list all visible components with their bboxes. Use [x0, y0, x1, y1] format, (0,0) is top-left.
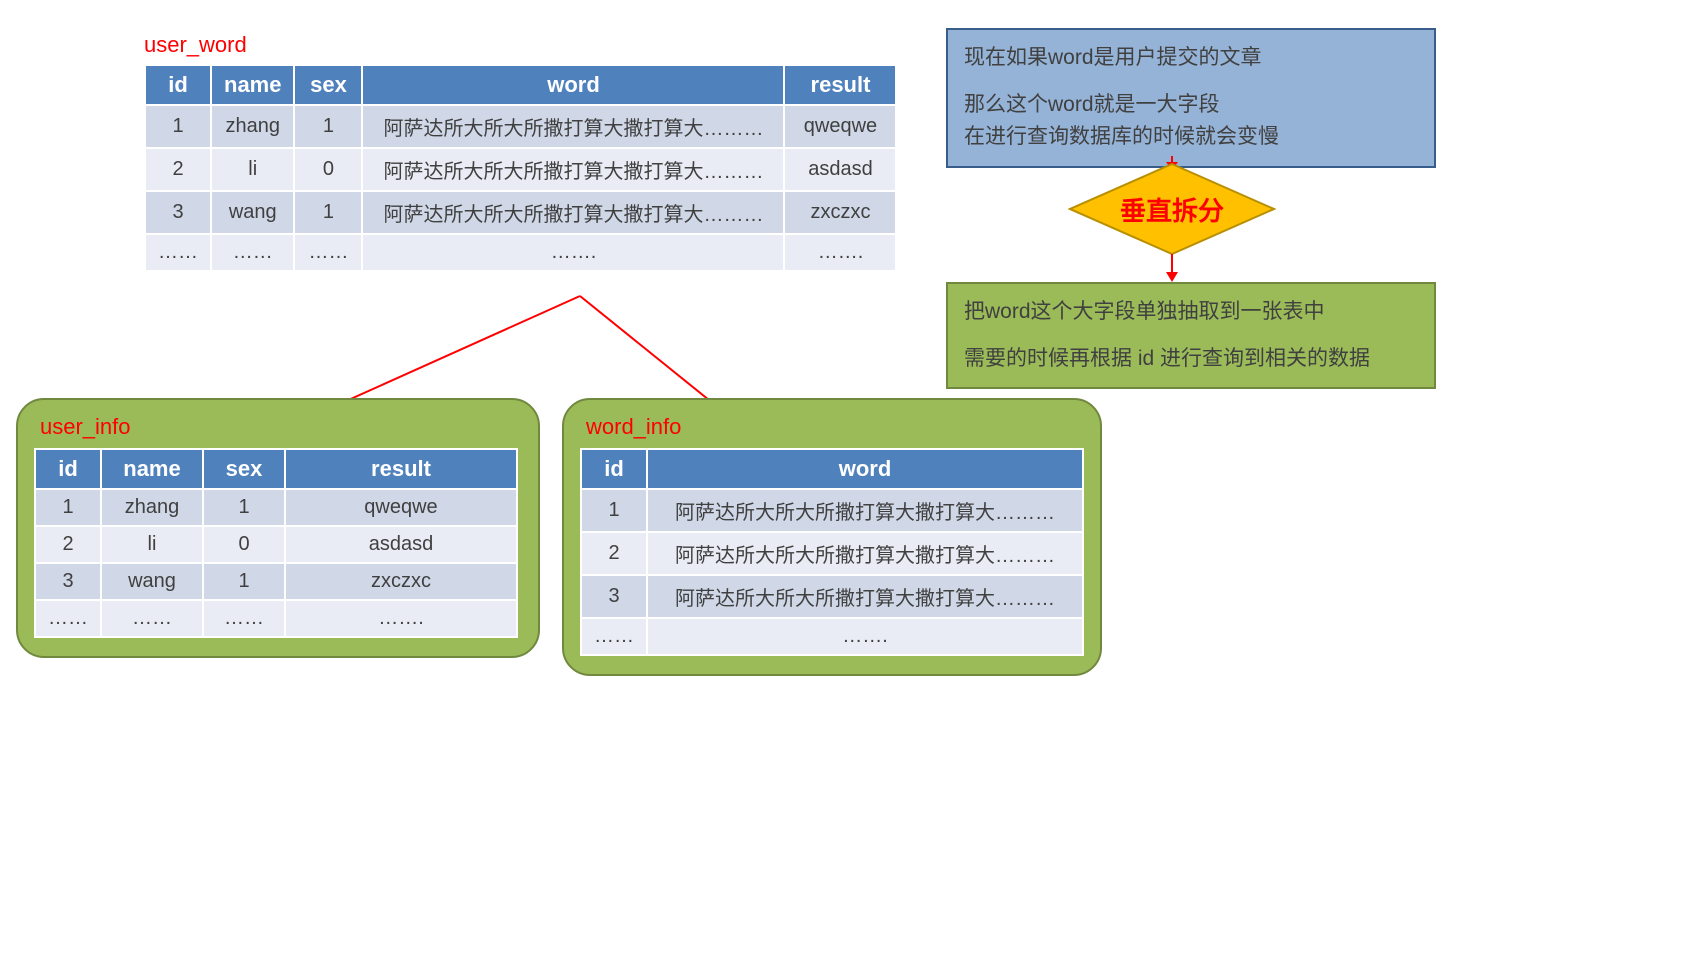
cell: 1: [295, 106, 361, 147]
table-row: 3 wang 1 阿萨达所大所大所撒打算大撒打算大……… zxczxc: [146, 192, 895, 233]
cell: ……: [36, 601, 100, 636]
cell: …….: [785, 235, 895, 270]
cell: wang: [102, 564, 202, 599]
col-id: id: [146, 66, 210, 104]
col-result: result: [785, 66, 895, 104]
cell: 2: [146, 149, 210, 190]
col-word: word: [648, 450, 1082, 488]
word-info-title: word_info: [586, 414, 1084, 440]
user-word-title: user_word: [144, 32, 247, 58]
cell: 2: [582, 533, 646, 574]
cell: 3: [36, 564, 100, 599]
table-row: 3 wang 1 zxczxc: [36, 564, 516, 599]
diamond-label: 垂直拆分: [1120, 191, 1224, 228]
cell: 阿萨达所大所大所撒打算大撒打算大………: [648, 490, 1082, 531]
cell: 0: [204, 527, 284, 562]
col-sex: sex: [295, 66, 361, 104]
table-row: 1 阿萨达所大所大所撒打算大撒打算大………: [582, 490, 1082, 531]
col-id: id: [582, 450, 646, 488]
cell: ……: [295, 235, 361, 270]
cell: qweqwe: [286, 490, 516, 525]
table-header-row: id name sex word result: [146, 66, 895, 104]
cell: 阿萨达所大所大所撒打算大撒打算大………: [648, 533, 1082, 574]
col-sex: sex: [204, 450, 284, 488]
explanation-green-box: 把word这个大字段单独抽取到一张表中 需要的时候再根据 id 进行查询到相关的…: [946, 282, 1436, 389]
table-header-row: id word: [582, 450, 1082, 488]
cell: asdasd: [785, 149, 895, 190]
cell: 2: [36, 527, 100, 562]
explanation-blue-box: 现在如果word是用户提交的文章 那么这个word就是一大字段 在进行查询数据库…: [946, 28, 1436, 168]
cell: zhang: [102, 490, 202, 525]
table-header-row: id name sex result: [36, 450, 516, 488]
col-name: name: [212, 66, 293, 104]
user-info-title: user_info: [40, 414, 522, 440]
table-row: 2 li 0 阿萨达所大所大所撒打算大撒打算大……… asdasd: [146, 149, 895, 190]
cell: asdasd: [286, 527, 516, 562]
info-line: 把word这个大字段单独抽取到一张表中: [964, 296, 1418, 329]
table-row: 1 zhang 1 阿萨达所大所大所撒打算大撒打算大……… qweqwe: [146, 106, 895, 147]
cell: ……: [204, 601, 284, 636]
info-line: 那么这个word就是一大字段: [964, 89, 1418, 122]
table-row: 1 zhang 1 qweqwe: [36, 490, 516, 525]
table-row: 3 阿萨达所大所大所撒打算大撒打算大………: [582, 576, 1082, 617]
user-info-box: user_info id name sex result 1 zhang 1 q…: [16, 398, 540, 658]
info-line: 需要的时候再根据 id 进行查询到相关的数据: [964, 343, 1418, 376]
col-name: name: [102, 450, 202, 488]
cell: ……: [146, 235, 210, 270]
cell: 阿萨达所大所大所撒打算大撒打算大………: [363, 149, 783, 190]
user-info-table: id name sex result 1 zhang 1 qweqwe 2 li…: [34, 448, 518, 638]
cell: …….: [363, 235, 783, 270]
cell: 0: [295, 149, 361, 190]
cell: 3: [582, 576, 646, 617]
cell: ……: [582, 619, 646, 654]
cell: 1: [582, 490, 646, 531]
vertical-split-diamond: 垂直拆分: [1068, 162, 1276, 256]
table-row: …… …….: [582, 619, 1082, 654]
word-info-table: id word 1 阿萨达所大所大所撒打算大撒打算大……… 2 阿萨达所大所大所…: [580, 448, 1084, 656]
cell: 阿萨达所大所大所撒打算大撒打算大………: [363, 192, 783, 233]
table-row: …… …… …… …….: [36, 601, 516, 636]
cell: 1: [204, 564, 284, 599]
cell: 1: [36, 490, 100, 525]
cell: qweqwe: [785, 106, 895, 147]
cell: …….: [648, 619, 1082, 654]
word-info-box: word_info id word 1 阿萨达所大所大所撒打算大撒打算大……… …: [562, 398, 1102, 676]
table-row: 2 li 0 asdasd: [36, 527, 516, 562]
cell: 1: [146, 106, 210, 147]
arrow-diamond-to-green-icon: [1160, 254, 1184, 284]
cell: 阿萨达所大所大所撒打算大撒打算大………: [363, 106, 783, 147]
user-word-table: id name sex word result 1 zhang 1 阿萨达所大所…: [144, 64, 897, 272]
col-word: word: [363, 66, 783, 104]
info-line: 现在如果word是用户提交的文章: [964, 42, 1418, 75]
cell: zxczxc: [286, 564, 516, 599]
cell: li: [212, 149, 293, 190]
table-row: 2 阿萨达所大所大所撒打算大撒打算大………: [582, 533, 1082, 574]
cell: zhang: [212, 106, 293, 147]
cell: ……: [212, 235, 293, 270]
info-line: 在进行查询数据库的时候就会变慢: [964, 121, 1418, 154]
cell: 阿萨达所大所大所撒打算大撒打算大………: [648, 576, 1082, 617]
cell: 1: [295, 192, 361, 233]
cell: 1: [204, 490, 284, 525]
cell: …….: [286, 601, 516, 636]
cell: zxczxc: [785, 192, 895, 233]
cell: li: [102, 527, 202, 562]
cell: wang: [212, 192, 293, 233]
table-row: …… …… …… ……. …….: [146, 235, 895, 270]
col-result: result: [286, 450, 516, 488]
col-id: id: [36, 450, 100, 488]
cell: ……: [102, 601, 202, 636]
cell: 3: [146, 192, 210, 233]
